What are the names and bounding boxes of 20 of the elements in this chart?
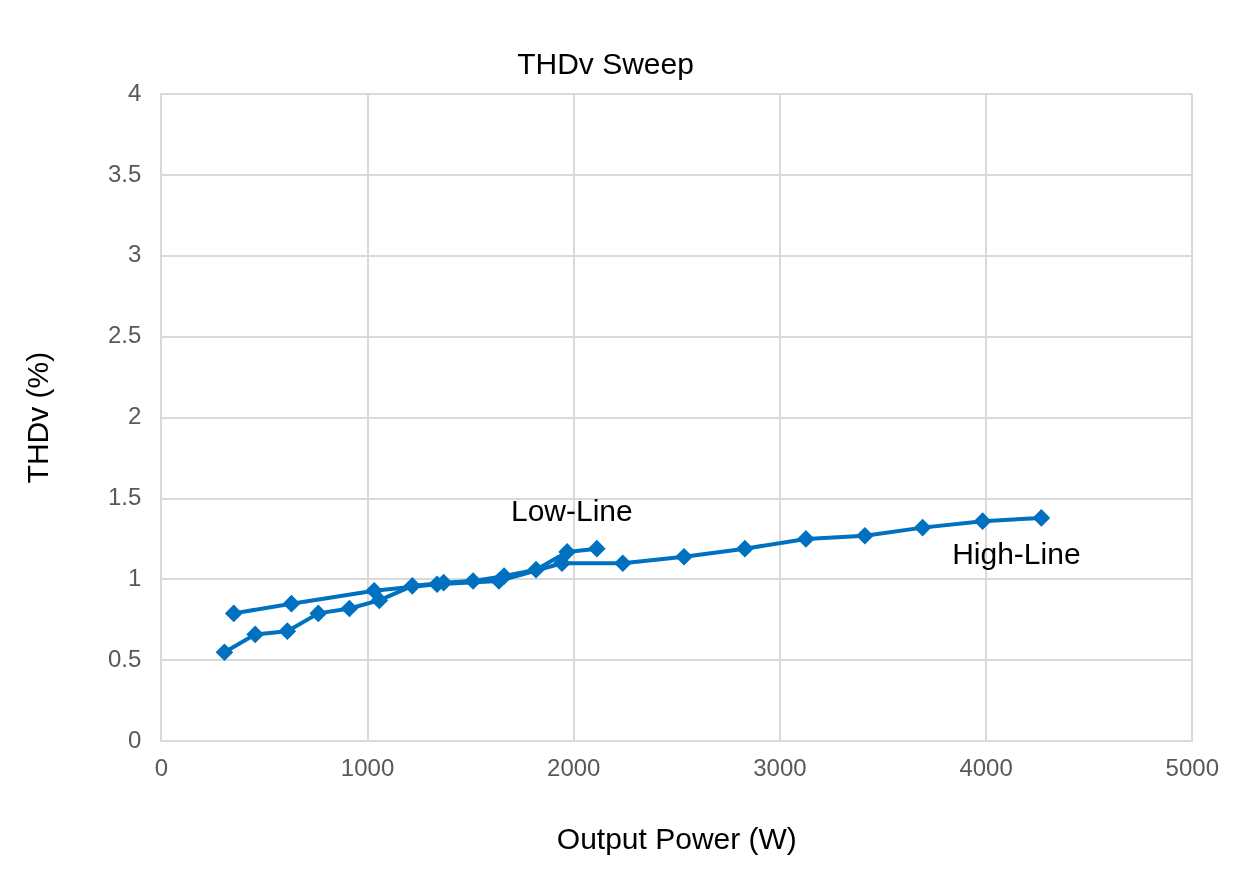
y-tick-label: 3.5 bbox=[107, 159, 142, 187]
y-tick-label: 1 bbox=[128, 564, 142, 592]
series-label: High-Line bbox=[952, 537, 1081, 571]
y-tick-label: 2.5 bbox=[107, 321, 142, 349]
y-tick-label: 0.5 bbox=[107, 644, 142, 672]
y-tick-label: 2 bbox=[128, 402, 142, 430]
x-tick-label: 0 bbox=[154, 754, 169, 782]
x-tick-label: 5000 bbox=[1165, 754, 1219, 782]
chart-title: THDv Sweep bbox=[517, 47, 694, 81]
x-tick-label: 4000 bbox=[959, 754, 1013, 782]
y-tick-label: 3 bbox=[128, 240, 142, 268]
x-axis-title: Output Power (W) bbox=[556, 822, 797, 856]
y-tick-label: 4 bbox=[128, 78, 142, 106]
y-axis-title: THDv (%) bbox=[21, 351, 55, 484]
x-tick-label: 1000 bbox=[340, 754, 395, 782]
x-tick-label: 2000 bbox=[547, 754, 601, 782]
x-tick-label: 3000 bbox=[753, 754, 807, 782]
y-tick-label: 0 bbox=[128, 725, 142, 753]
y-tick-label: 1.5 bbox=[107, 483, 142, 511]
series-label: Low-Line bbox=[510, 493, 633, 527]
